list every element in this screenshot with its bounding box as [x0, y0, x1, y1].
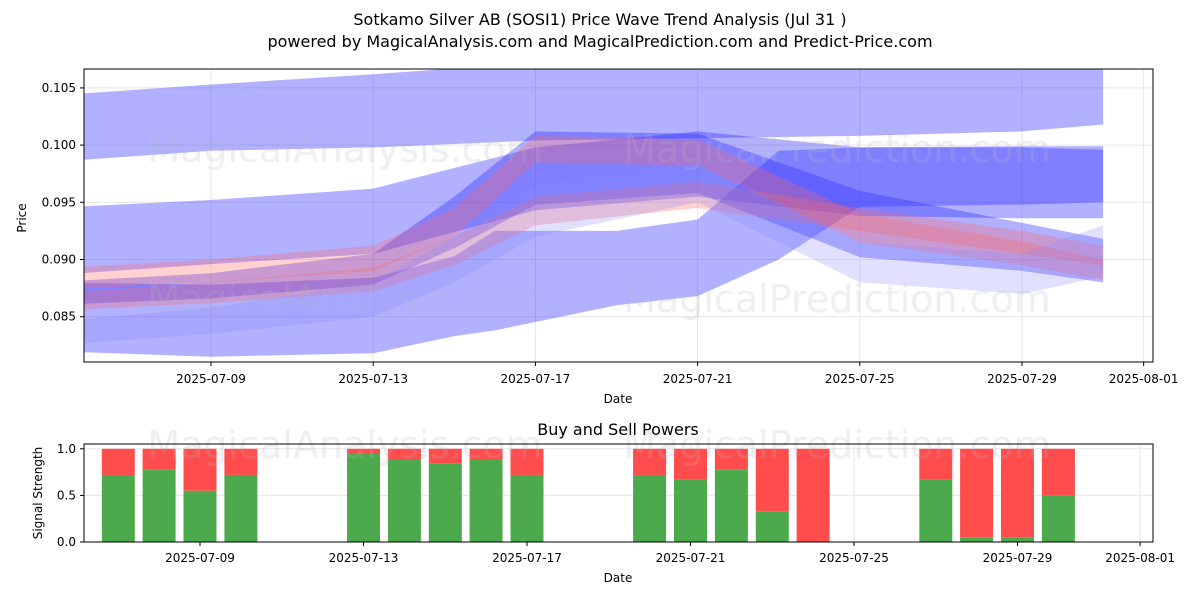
bottom-x-tick-label: 2025-07-17 [492, 551, 562, 565]
bottom-x-tick-label: 2025-07-29 [983, 551, 1053, 565]
buy-sell-plot: Buy and Sell Powers MagicalAnalysis.com … [31, 420, 1175, 585]
sell-bar [919, 448, 953, 480]
sell-bar [469, 448, 503, 460]
top-y-tick-label: 0.095 [42, 195, 76, 209]
bottom-axis-ticks: 2025-07-09 2025-07-13 2025-07-17 2025-07-21… [57, 442, 1175, 565]
signal-bars [101, 448, 1075, 542]
bottom-y-tick-label: 0.0 [57, 535, 76, 549]
buy-bar [510, 474, 544, 542]
wave-band-3 [84, 146, 1104, 357]
sell-bar [142, 448, 176, 470]
bottom-x-tick-label: 2025-07-09 [165, 551, 235, 565]
buy-bar [1001, 537, 1034, 542]
sell-bar [1041, 448, 1075, 496]
buy-bar [347, 453, 380, 542]
wave-band-4 [84, 131, 1104, 304]
watermark-top-left-2: MagicalAnalysis.com [147, 277, 542, 321]
top-x-tick-label: 2025-07-09 [176, 372, 246, 386]
top-grid [84, 69, 1153, 362]
top-x-tick-label: 2025-07-13 [338, 372, 408, 386]
buy-bar [674, 479, 707, 542]
bottom-chart-title: Buy and Sell Powers [537, 420, 699, 439]
buy-bar [428, 463, 462, 542]
wave-bands [84, 69, 1104, 357]
top-y-axis-label: Price [15, 203, 29, 232]
top-x-axis-label: Date [604, 392, 633, 406]
sell-bar [428, 448, 462, 464]
wave-band-7 [84, 162, 1104, 343]
buy-bar [755, 511, 789, 542]
top-x-tick-label: 2025-07-25 [825, 372, 895, 386]
wave-band-6 [84, 181, 1104, 310]
top-y-tick-label: 0.105 [42, 81, 76, 95]
top-plot-frame [83, 68, 1154, 363]
sell-bar [224, 448, 258, 475]
bottom-y-tick-label: 1.0 [57, 442, 76, 456]
bottom-x-tick-label: 2025-08-01 [1105, 551, 1175, 565]
buy-bar [469, 460, 503, 542]
buy-bar [960, 537, 994, 542]
sell-bar [633, 448, 667, 475]
watermark-top-left-1: MagicalAnalysis.com [147, 127, 542, 171]
top-y-tick-label: 0.090 [42, 253, 76, 267]
top-x-tick-label: 2025-07-29 [987, 372, 1057, 386]
bottom-x-tick-label: 2025-07-25 [819, 551, 889, 565]
sell-bar [674, 448, 707, 480]
sell-bar [796, 448, 830, 542]
sell-bar [101, 448, 135, 475]
sell-bar [510, 448, 544, 475]
sell-bar [347, 448, 380, 454]
bottom-plot-frame [83, 443, 1154, 543]
sell-bar [755, 448, 789, 512]
buy-bar [224, 474, 258, 542]
top-y-tick-label: 0.085 [42, 310, 76, 324]
wave-band-1 [84, 69, 1104, 160]
top-x-tick-label: 2025-07-17 [501, 372, 571, 386]
buy-bar [142, 469, 176, 542]
top-x-tick-label: 2025-08-01 [1109, 372, 1179, 386]
top-plot-background [84, 69, 1153, 362]
buy-bar [101, 474, 135, 542]
price-wave-plot: MagicalAnalysis.com MagicalPrediction.co… [15, 68, 1179, 406]
top-x-tick-label: 2025-07-21 [663, 372, 733, 386]
chart-title: Sotkamo Silver AB (SOSI1) Price Wave Tre… [353, 10, 846, 29]
sell-bar [1001, 448, 1034, 538]
buy-bar [183, 490, 217, 542]
buy-bar [714, 469, 748, 542]
top-y-tick-label: 0.100 [42, 138, 76, 152]
watermark-bottom-left: MagicalAnalysis.com [147, 423, 542, 467]
chart-subtitle: powered by MagicalAnalysis.com and Magic… [267, 32, 932, 51]
buy-bar [387, 460, 421, 542]
bottom-y-tick-label: 0.5 [57, 488, 76, 502]
watermark-top-right-2: MagicalPrediction.com [623, 277, 1051, 321]
bottom-x-axis-label: Date [604, 571, 633, 585]
watermark-top-right-1: MagicalPrediction.com [623, 127, 1051, 171]
wave-band-5 [84, 135, 1104, 289]
sell-bar [714, 448, 748, 470]
buy-bar [633, 474, 667, 542]
sell-bar [183, 448, 217, 491]
bottom-x-tick-label: 2025-07-21 [656, 551, 726, 565]
buy-bar [1041, 495, 1075, 542]
top-axis-ticks: 2025-07-09 2025-07-13 2025-07-17 2025-07-21… [42, 81, 1179, 386]
sell-bar [960, 448, 994, 538]
watermark-bottom-right: MagicalPrediction.com [623, 423, 1051, 467]
bottom-x-tick-label: 2025-07-13 [329, 551, 399, 565]
wave-band-2 [84, 131, 1104, 274]
buy-bar [919, 479, 953, 542]
sell-bar [387, 448, 421, 460]
bottom-y-axis-label: Signal Strength [31, 447, 45, 540]
